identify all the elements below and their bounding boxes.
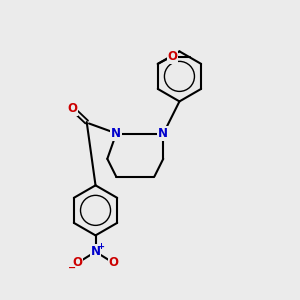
Text: O: O	[67, 102, 77, 115]
Text: O: O	[109, 256, 119, 269]
Text: O: O	[167, 50, 178, 63]
Text: N: N	[91, 245, 100, 258]
Text: N: N	[111, 127, 121, 140]
Text: −: −	[68, 263, 76, 273]
Text: N: N	[158, 127, 168, 140]
Text: O: O	[72, 256, 82, 269]
Text: +: +	[97, 242, 104, 251]
